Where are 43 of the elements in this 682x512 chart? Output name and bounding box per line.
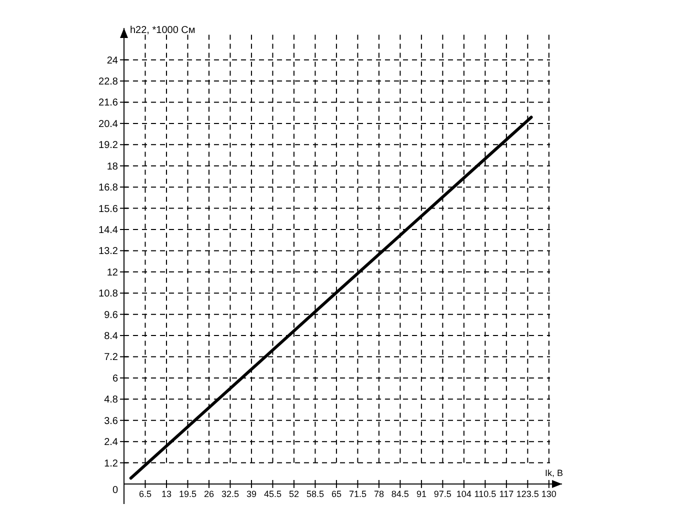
x-tick-label: 39	[246, 489, 256, 499]
x-tick-label: 123.5	[516, 489, 539, 499]
x-tick-label: 26	[204, 489, 214, 499]
x-tick-label: 78	[374, 489, 384, 499]
x-tick-label: 130	[541, 489, 556, 499]
x-tick-label: 58.5	[306, 489, 324, 499]
y-tick-label: 14.4	[98, 224, 118, 236]
x-tick-label: 71.5	[348, 489, 366, 499]
y-tick-label: 15.6	[98, 204, 118, 215]
y-axis-title: h22, *1000 См	[130, 25, 196, 36]
y-tick-label: 10.8	[98, 288, 118, 300]
y-tick-label: 9.6	[104, 310, 118, 321]
y-tick-label: 16.8	[98, 182, 118, 194]
y-tick-label: 4.8	[104, 394, 118, 406]
x-tick-label: 104	[456, 489, 472, 499]
x-tick-label: 32.5	[221, 489, 239, 499]
x-tick-label: 65	[331, 489, 342, 499]
x-tick-label: 6.5	[138, 489, 152, 499]
y-tick-label: 20.4	[98, 118, 118, 130]
y-tick-label: 7.2	[104, 352, 118, 364]
y-tick-label: 13.2	[98, 246, 118, 258]
y-tick-label: 0	[112, 485, 118, 496]
y-tick-label: 12	[106, 267, 118, 278]
x-tick-label: 91	[416, 489, 426, 499]
x-tick-label: 52	[288, 489, 299, 499]
x-tick-label: 13	[161, 489, 172, 499]
x-tick-label: 45.5	[264, 489, 282, 499]
x-tick-label: 110.5	[474, 489, 496, 499]
y-tick-label: 19.2	[98, 140, 118, 152]
x-tick-label: 117	[499, 489, 514, 499]
x-tick-label: 97.5	[434, 489, 452, 499]
y-tick-label: 24	[106, 55, 118, 66]
y-tick-label: 21.6	[98, 98, 118, 109]
y-tick-label: 8.4	[104, 331, 118, 342]
y-tick-label: 6	[112, 373, 118, 384]
y-tick-label: 2.4	[104, 437, 118, 448]
x-tick-label: 84.5	[391, 489, 409, 499]
x-tick-label: 19.5	[178, 489, 197, 499]
y-tick-label: 22.8	[98, 76, 118, 88]
y-tick-label: 1.2	[104, 458, 118, 470]
y-tick-label: 3.6	[104, 416, 118, 427]
x-axis-title: Ik, В	[544, 468, 564, 478]
y-tick-label: 18	[106, 161, 118, 172]
